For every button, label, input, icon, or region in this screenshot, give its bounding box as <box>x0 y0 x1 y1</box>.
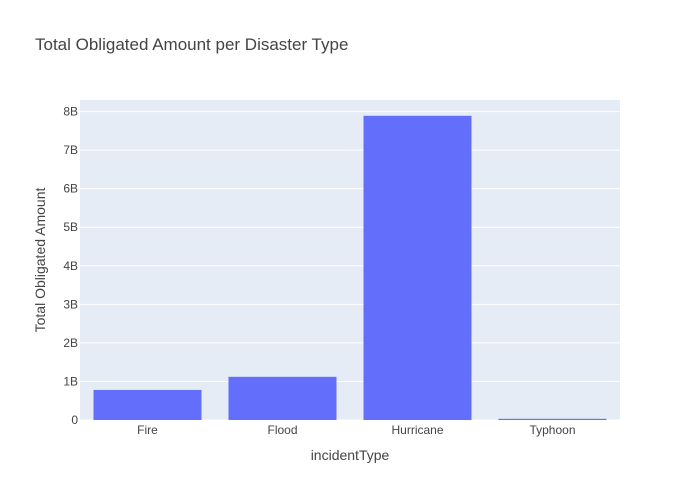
bar-flood <box>228 376 337 420</box>
bar-fire <box>93 389 202 420</box>
bar-hurricane <box>363 115 472 421</box>
chart-title: Total Obligated Amount per Disaster Type <box>35 35 348 54</box>
plot-area <box>80 100 620 420</box>
x-axis-ticks: Fire Flood Hurricane Typhoon <box>137 423 575 437</box>
gridlines <box>80 111 620 421</box>
y-axis-label: Total Obligated Amount <box>32 188 48 333</box>
y-axis-ticks: 0 1B 2B 3B 4B 5B 6B 7B 8B <box>63 105 78 427</box>
y-tick-label: 7B <box>63 143 78 157</box>
x-tick-label: Flood <box>267 423 297 437</box>
y-tick-label: 5B <box>63 220 78 234</box>
y-tick-label: 6B <box>63 182 78 196</box>
x-tick-label: Fire <box>137 423 158 437</box>
y-tick-label: 4B <box>63 259 78 273</box>
y-tick-label: 0 <box>71 413 78 427</box>
y-tick-label: 1B <box>63 374 78 388</box>
x-tick-label: Typhoon <box>529 423 575 437</box>
x-tick-label: Hurricane <box>391 423 443 437</box>
x-axis-label: incidentType <box>311 447 390 463</box>
bars <box>93 115 607 421</box>
y-tick-label: 8B <box>63 105 78 119</box>
bar-typhoon <box>498 418 607 420</box>
y-tick-label: 3B <box>63 297 78 311</box>
y-tick-label: 2B <box>63 336 78 350</box>
